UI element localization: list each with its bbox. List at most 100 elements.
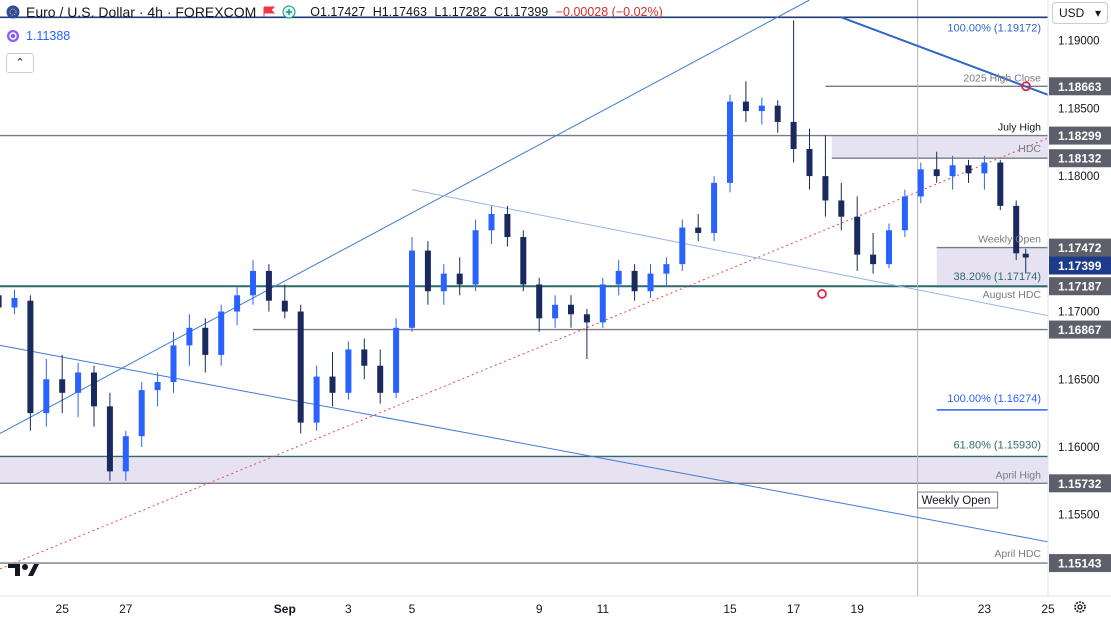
indicator-icon[interactable] <box>6 29 20 43</box>
weekly-open-label: Weekly Open <box>978 234 1041 246</box>
candle-body <box>106 406 113 472</box>
x-tick-label: 27 <box>119 602 133 616</box>
high-close-label: 2025 High Close <box>963 72 1041 84</box>
collapse-legend-button[interactable]: ⌃ <box>6 53 34 73</box>
low-value: L1.17282 <box>434 5 487 19</box>
candle-body <box>488 214 495 231</box>
candle-body <box>981 162 988 174</box>
candle-body <box>456 273 463 285</box>
candle-body <box>1013 205 1020 254</box>
candle-body <box>552 304 559 319</box>
july-high-label: July High <box>998 122 1041 134</box>
candle-body <box>901 196 908 231</box>
candle-body <box>520 237 527 285</box>
y-tick-label: 1.19000 <box>1058 36 1100 48</box>
candle-body <box>742 101 749 112</box>
april-hdc-label: April HDC <box>994 548 1041 560</box>
y-tick-label: 1.16000 <box>1058 442 1100 454</box>
candle-body <box>886 230 892 265</box>
dotted-trend-line <box>0 137 1049 570</box>
indicator-value: 1.11388 <box>26 29 71 43</box>
candle-body <box>250 270 256 296</box>
august-hdc-label: August HDC <box>983 289 1042 301</box>
price-tag-april-hdc: 1.15143 <box>1058 557 1102 571</box>
resistance-zone <box>831 135 1048 159</box>
price-axis <box>1048 0 1111 618</box>
candle-body <box>997 162 1004 206</box>
y-tick-label: 1.18000 <box>1058 171 1100 183</box>
candle-body <box>758 105 765 112</box>
candle-body <box>790 121 797 149</box>
price-tag-august-hdc-bg <box>1049 277 1111 296</box>
hdc-label: HDC <box>1018 143 1041 155</box>
candle-body <box>806 149 813 177</box>
price-tag-high-close: 1.18663 <box>1058 80 1102 94</box>
candle-body <box>43 379 50 414</box>
candle-body <box>0 295 2 308</box>
symbol-title: Euro / U.S. Dollar · 4h · FOREXCOM <box>26 4 257 20</box>
candle-body <box>727 101 733 183</box>
price-tag-1-16867: 1.16867 <box>1058 323 1102 337</box>
candle-body <box>838 200 845 217</box>
price-tag-weekly-open-bg <box>1049 238 1111 257</box>
x-tick-label: 9 <box>536 602 543 616</box>
candle-body <box>631 270 638 292</box>
april-high-label: April High <box>995 469 1041 481</box>
high-value: H1.17463 <box>372 5 427 19</box>
fib382-label: 38.20% (1.17174) <box>954 271 1041 283</box>
price-tag-weekly-open: 1.17472 <box>1058 241 1102 255</box>
x-tick-label: Sep <box>274 602 296 616</box>
price-tag-april-high-bg <box>1049 474 1111 493</box>
candle-body <box>393 327 400 393</box>
open-value: O1.17427 <box>310 5 366 19</box>
price-tag-high-close-bg <box>1049 77 1111 96</box>
descending-trend-line <box>840 16 1049 96</box>
fib100-top-label: 100.00% (1.19172) <box>947 22 1041 34</box>
x-tick-label: 15 <box>723 602 737 616</box>
indicator-legend: 1.11388 <box>6 29 70 43</box>
chart-legend-header: Euro / U.S. Dollar · 4h · FOREXCOM O1.17… <box>6 4 667 20</box>
price-tag-hdc: 1.18132 <box>1058 152 1102 166</box>
candle-body <box>281 300 288 312</box>
candle-body <box>1022 253 1029 258</box>
currency-label: USD <box>1059 6 1085 20</box>
candle-body <box>917 169 924 197</box>
price-tag-july-high: 1.18299 <box>1058 129 1102 143</box>
x-tick-label: 19 <box>851 602 865 616</box>
candle-body <box>440 273 447 292</box>
tradingview-logo-icon <box>8 562 40 583</box>
candle-body <box>854 216 861 255</box>
currency-selector[interactable]: USD ▾ <box>1052 2 1108 24</box>
candle-body <box>329 376 336 393</box>
candle-body <box>297 311 304 423</box>
chevron-down-icon: ▾ <box>1094 6 1101 20</box>
compare-icon[interactable] <box>282 5 296 19</box>
time-axis <box>0 596 1048 618</box>
fib100-low-label: 100.00% (1.16274) <box>947 393 1041 405</box>
candle-body <box>583 314 590 323</box>
candle-body <box>663 264 670 274</box>
support-zone <box>0 456 1048 484</box>
candle-body <box>361 349 368 366</box>
candle-body <box>615 270 622 285</box>
flag-marker-icon[interactable] <box>262 6 276 18</box>
price-tag-august-hdc: 1.17187 <box>1058 280 1102 294</box>
settings-gear-icon[interactable] <box>1073 600 1087 617</box>
candle-body <box>186 327 193 346</box>
candle-body <box>122 436 129 472</box>
candle-body <box>313 376 320 423</box>
candle-body <box>599 284 606 323</box>
x-tick-label: 11 <box>597 602 610 616</box>
ohlc-values: O1.17427 H1.17463 L1.17282 C1.17399 −0.0… <box>310 5 666 19</box>
x-tick-label: 5 <box>409 602 416 616</box>
candle-body <box>91 372 97 407</box>
candle-body <box>234 295 241 312</box>
weekly-open-box <box>917 491 999 509</box>
candle-body <box>949 165 956 177</box>
candle-body <box>75 372 82 393</box>
candle-body <box>504 214 511 238</box>
candle-body <box>536 284 543 319</box>
candle-body <box>568 304 574 315</box>
candle-body <box>265 270 272 301</box>
